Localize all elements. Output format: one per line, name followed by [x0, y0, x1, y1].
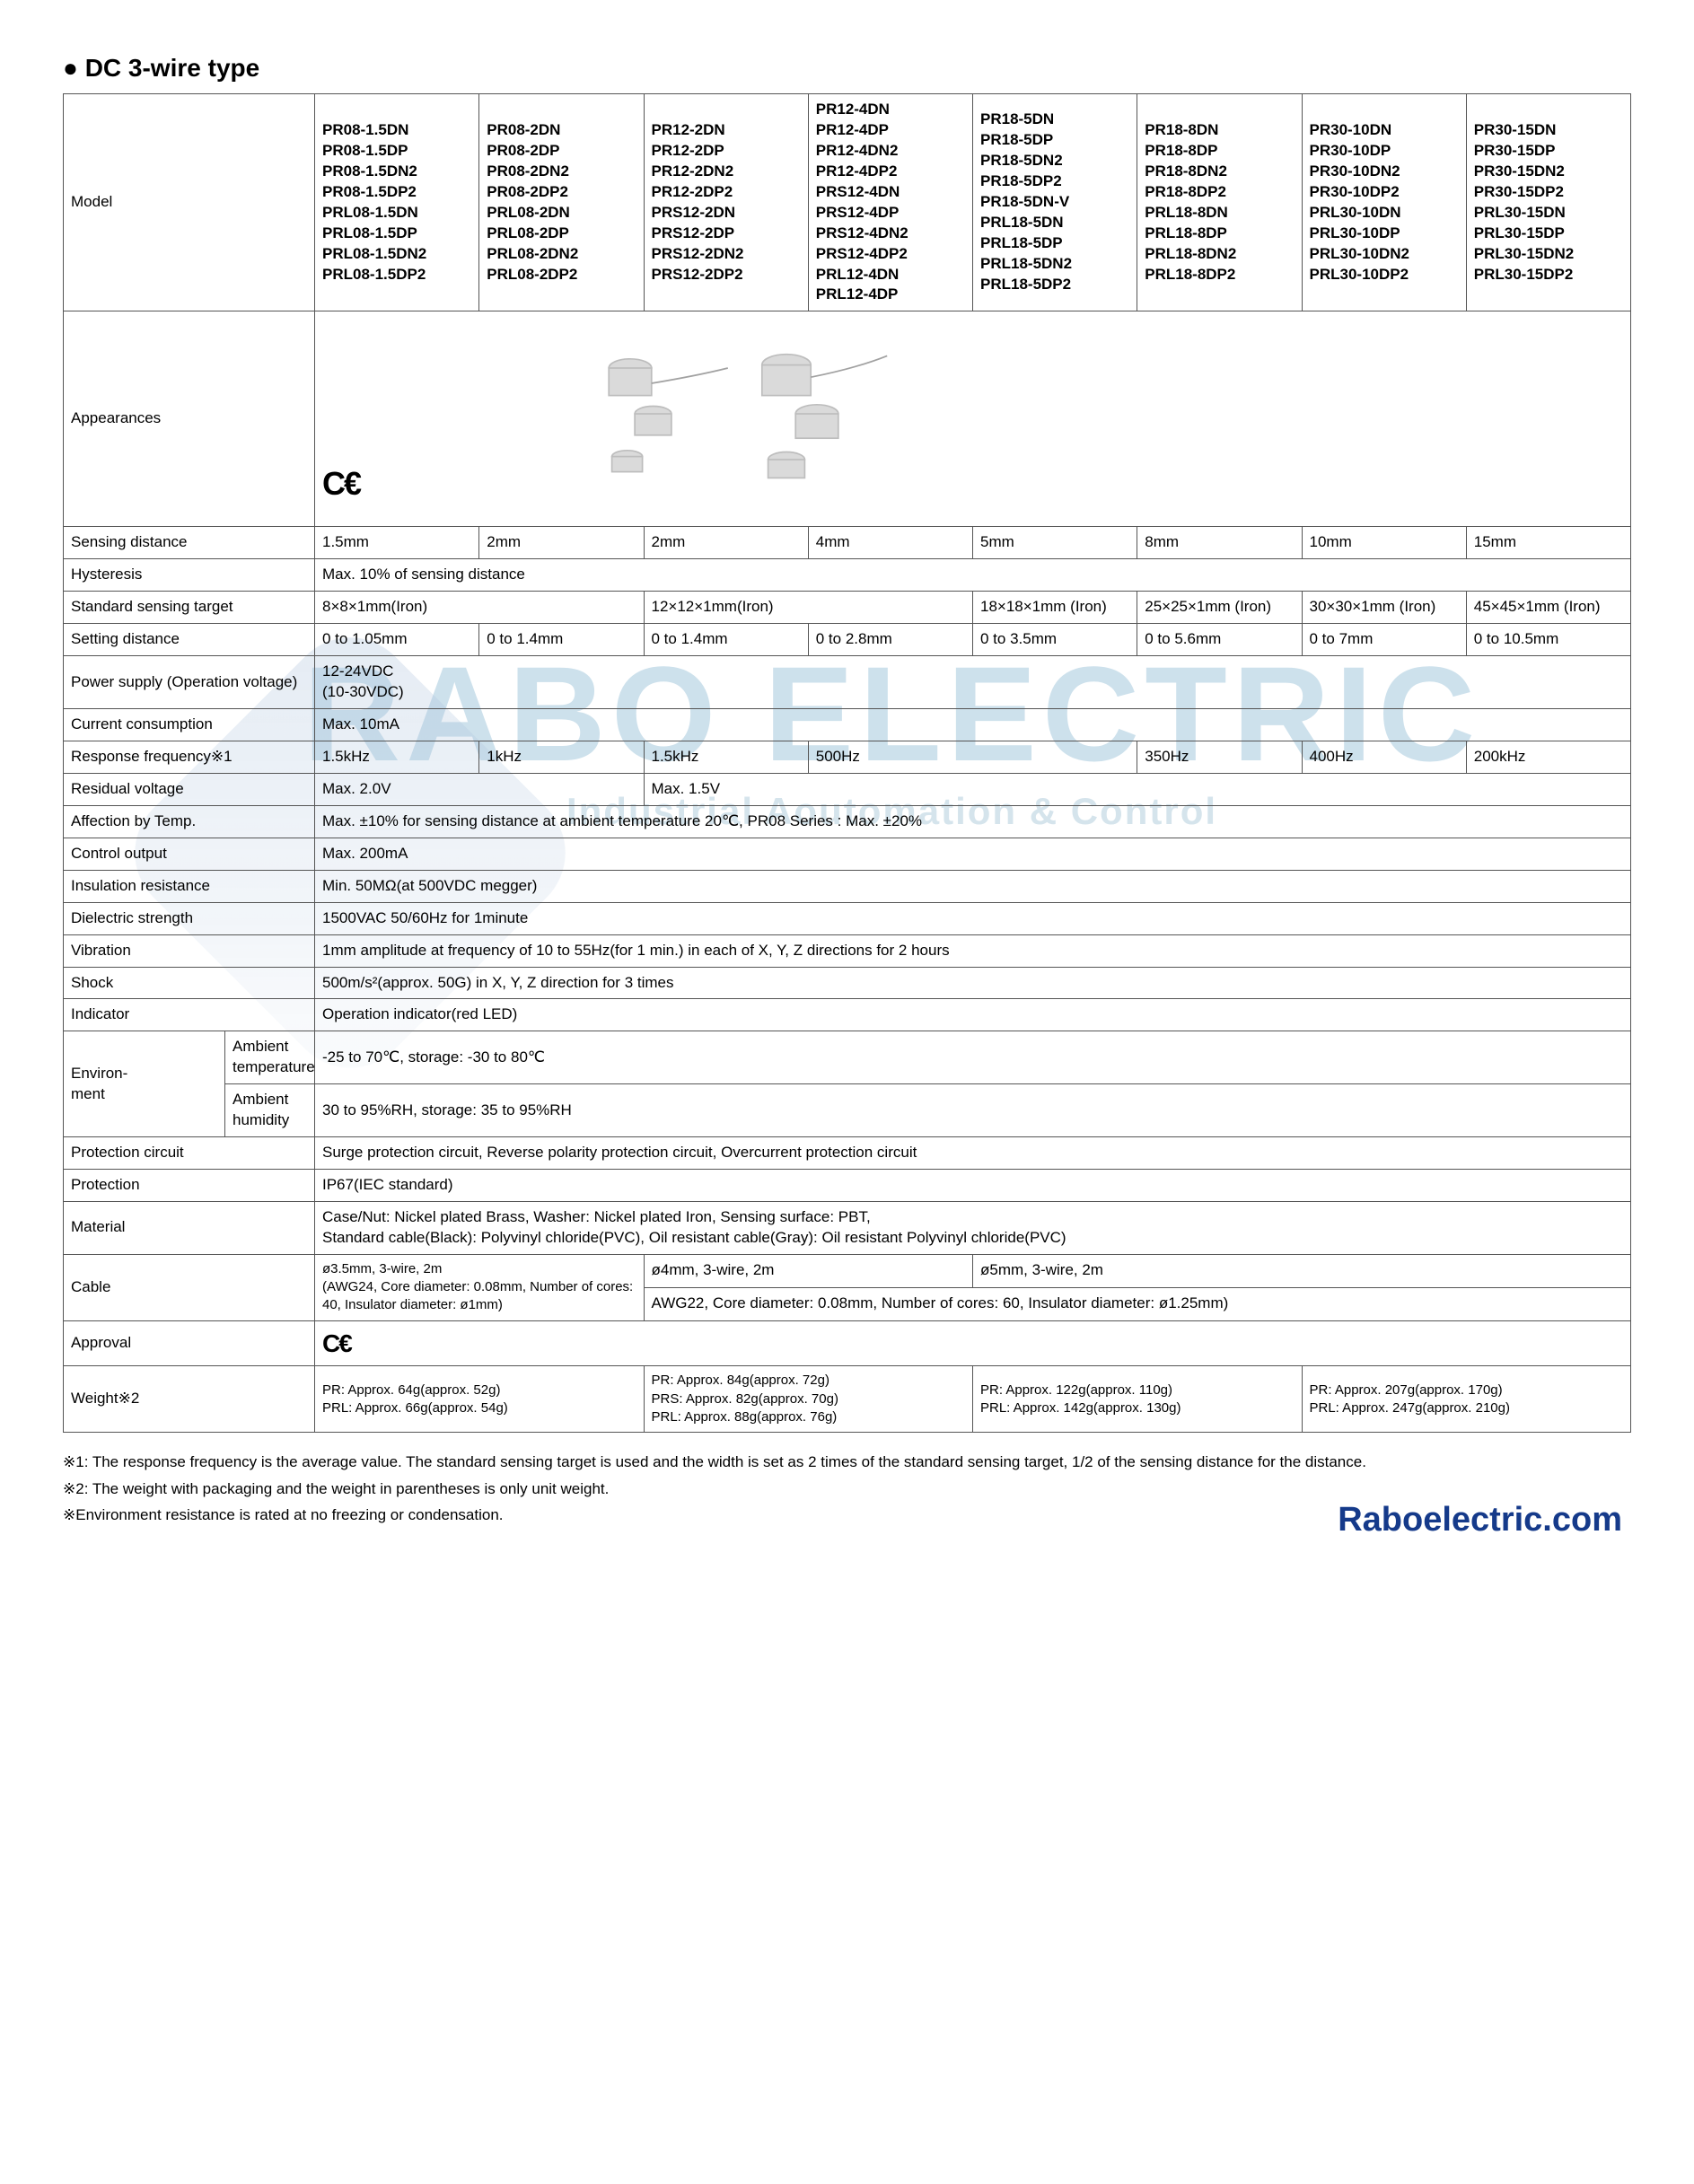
setting-distance-0: 0 to 1.05mm: [315, 624, 479, 656]
cable-2: ø5mm, 3-wire, 2m: [973, 1254, 1631, 1287]
label-cable: Cable: [64, 1254, 315, 1320]
response-freq-3: 500Hz: [808, 741, 1137, 773]
footnote-1: ※1: The response frequency is the averag…: [63, 1451, 1631, 1474]
label-setting-distance: Setting distance: [64, 624, 315, 656]
std-target-2: 18×18×1mm (Iron): [973, 592, 1137, 624]
model-col-4: PR18-5DN PR18-5DP PR18-5DN2 PR18-5DP2 PR…: [973, 94, 1137, 311]
sensing-distance-7: 15mm: [1466, 527, 1630, 559]
residual-voltage-0: Max. 2.0V: [315, 773, 645, 805]
material-value: Case/Nut: Nickel plated Brass, Washer: N…: [315, 1202, 1631, 1255]
label-approval: Approval: [64, 1320, 315, 1366]
std-target-0: 8×8×1mm(Iron): [315, 592, 645, 624]
label-protection: Protection: [64, 1170, 315, 1202]
setting-distance-5: 0 to 5.6mm: [1137, 624, 1302, 656]
label-indicator: Indicator: [64, 999, 315, 1031]
setting-distance-3: 0 to 2.8mm: [808, 624, 972, 656]
env-humid-value: 30 to 95%RH, storage: 35 to 95%RH: [315, 1084, 1631, 1137]
sensing-distance-2: 2mm: [644, 527, 808, 559]
label-residual-voltage: Residual voltage: [64, 773, 315, 805]
model-col-6: PR30-10DN PR30-10DP PR30-10DN2 PR30-10DP…: [1302, 94, 1466, 311]
shock-value: 500m/s²(approx. 50G) in X, Y, Z directio…: [315, 967, 1631, 999]
response-freq-5: 400Hz: [1302, 741, 1466, 773]
appearances-cell: C€: [315, 311, 1631, 527]
brand-url: Raboelectric.com: [1338, 1501, 1622, 1539]
std-target-4: 30×30×1mm (Iron): [1302, 592, 1466, 624]
page-title: ● DC 3-wire type: [63, 54, 1631, 83]
label-insulation: Insulation resistance: [64, 870, 315, 902]
affection-temp-value: Max. ±10% for sensing distance at ambien…: [315, 805, 1631, 838]
sensing-distance-5: 8mm: [1137, 527, 1302, 559]
footnote-2: ※2: The weight with packaging and the we…: [63, 1478, 1631, 1501]
label-power-supply: Power supply (Operation voltage): [64, 656, 315, 709]
indicator-value: Operation indicator(red LED): [315, 999, 1631, 1031]
label-protection-circuit: Protection circuit: [64, 1137, 315, 1170]
label-weight: Weight※2: [64, 1366, 315, 1433]
ce-mark-icon: C€: [322, 465, 360, 502]
weight-1: PR: Approx. 84g(approx. 72g) PRS: Approx…: [644, 1366, 973, 1433]
model-col-3: PR12-4DN PR12-4DP PR12-4DN2 PR12-4DP2 PR…: [808, 94, 972, 311]
label-environment: Environ- ment: [64, 1031, 225, 1137]
residual-voltage-1: Max. 1.5V: [644, 773, 1631, 805]
std-target-5: 45×45×1mm (Iron): [1466, 592, 1630, 624]
model-col-0: PR08-1.5DN PR08-1.5DP PR08-1.5DN2 PR08-1…: [315, 94, 479, 311]
label-response-freq: Response frequency※1: [64, 741, 315, 773]
sensing-distance-3: 4mm: [808, 527, 972, 559]
protection-value: IP67(IEC standard): [315, 1170, 1631, 1202]
env-temp-value: -25 to 70℃, storage: -30 to 80℃: [315, 1031, 1631, 1084]
model-col-1: PR08-2DN PR08-2DP PR08-2DN2 PR08-2DP2 PR…: [479, 94, 644, 311]
dielectric-value: 1500VAC 50/60Hz for 1minute: [315, 902, 1631, 934]
response-freq-2: 1.5kHz: [644, 741, 808, 773]
sensing-distance-0: 1.5mm: [315, 527, 479, 559]
hysteresis-value: Max. 10% of sensing distance: [315, 559, 1631, 592]
weight-2: PR: Approx. 122g(approx. 110g) PRL: Appr…: [973, 1366, 1303, 1433]
vibration-value: 1mm amplitude at frequency of 10 to 55Hz…: [315, 934, 1631, 967]
cable-1: ø4mm, 3-wire, 2m: [644, 1254, 973, 1287]
label-env-humid: Ambient humidity: [225, 1084, 315, 1137]
weight-0: PR: Approx. 64g(approx. 52g) PRL: Approx…: [315, 1366, 645, 1433]
label-env-temp: Ambient temperature: [225, 1031, 315, 1084]
setting-distance-2: 0 to 1.4mm: [644, 624, 808, 656]
sensing-distance-6: 10mm: [1302, 527, 1466, 559]
label-sensing-distance: Sensing distance: [64, 527, 315, 559]
weight-3: PR: Approx. 207g(approx. 170g) PRL: Appr…: [1302, 1366, 1631, 1433]
spec-table: Model PR08-1.5DN PR08-1.5DP PR08-1.5DN2 …: [63, 93, 1631, 1433]
approval-value: C€: [315, 1320, 1631, 1366]
setting-distance-6: 0 to 7mm: [1302, 624, 1466, 656]
model-col-2: PR12-2DN PR12-2DP PR12-2DN2 PR12-2DP2 PR…: [644, 94, 808, 311]
setting-distance-7: 0 to 10.5mm: [1466, 624, 1630, 656]
model-col-7: PR30-15DN PR30-15DP PR30-15DN2 PR30-15DP…: [1466, 94, 1630, 311]
response-freq-1: 1kHz: [479, 741, 644, 773]
insulation-value: Min. 50MΩ(at 500VDC megger): [315, 870, 1631, 902]
sensing-distance-4: 5mm: [973, 527, 1137, 559]
current-consumption-value: Max. 10mA: [315, 709, 1631, 741]
sensor-sketch-2: [741, 333, 893, 495]
label-material: Material: [64, 1202, 315, 1255]
model-col-5: PR18-8DN PR18-8DP PR18-8DN2 PR18-8DP2 PR…: [1137, 94, 1302, 311]
cable-3: AWG22, Core diameter: 0.08mm, Number of …: [644, 1287, 1631, 1320]
label-vibration: Vibration: [64, 934, 315, 967]
response-freq-4: 350Hz: [1137, 741, 1302, 773]
label-shock: Shock: [64, 967, 315, 999]
setting-distance-1: 0 to 1.4mm: [479, 624, 644, 656]
protection-circuit-value: Surge protection circuit, Reverse polari…: [315, 1137, 1631, 1170]
response-freq-6: 200kHz: [1466, 741, 1630, 773]
label-std-target: Standard sensing target: [64, 592, 315, 624]
label-affection-temp: Affection by Temp.: [64, 805, 315, 838]
ce-mark-icon-2: C€: [322, 1329, 351, 1357]
control-output-value: Max. 200mA: [315, 838, 1631, 870]
label-model: Model: [64, 94, 315, 311]
sensor-sketch-1: [584, 333, 737, 495]
cable-0: ø3.5mm, 3-wire, 2m (AWG24, Core diameter…: [315, 1254, 645, 1320]
label-current-consumption: Current consumption: [64, 709, 315, 741]
std-target-3: 25×25×1mm (Iron): [1137, 592, 1302, 624]
label-appearances: Appearances: [64, 311, 315, 527]
label-dielectric: Dielectric strength: [64, 902, 315, 934]
label-hysteresis: Hysteresis: [64, 559, 315, 592]
setting-distance-4: 0 to 3.5mm: [973, 624, 1137, 656]
sensing-distance-1: 2mm: [479, 527, 644, 559]
label-control-output: Control output: [64, 838, 315, 870]
power-supply-value: 12-24VDC (10-30VDC): [315, 656, 1631, 709]
response-freq-0: 1.5kHz: [315, 741, 479, 773]
std-target-1: 12×12×1mm(Iron): [644, 592, 973, 624]
